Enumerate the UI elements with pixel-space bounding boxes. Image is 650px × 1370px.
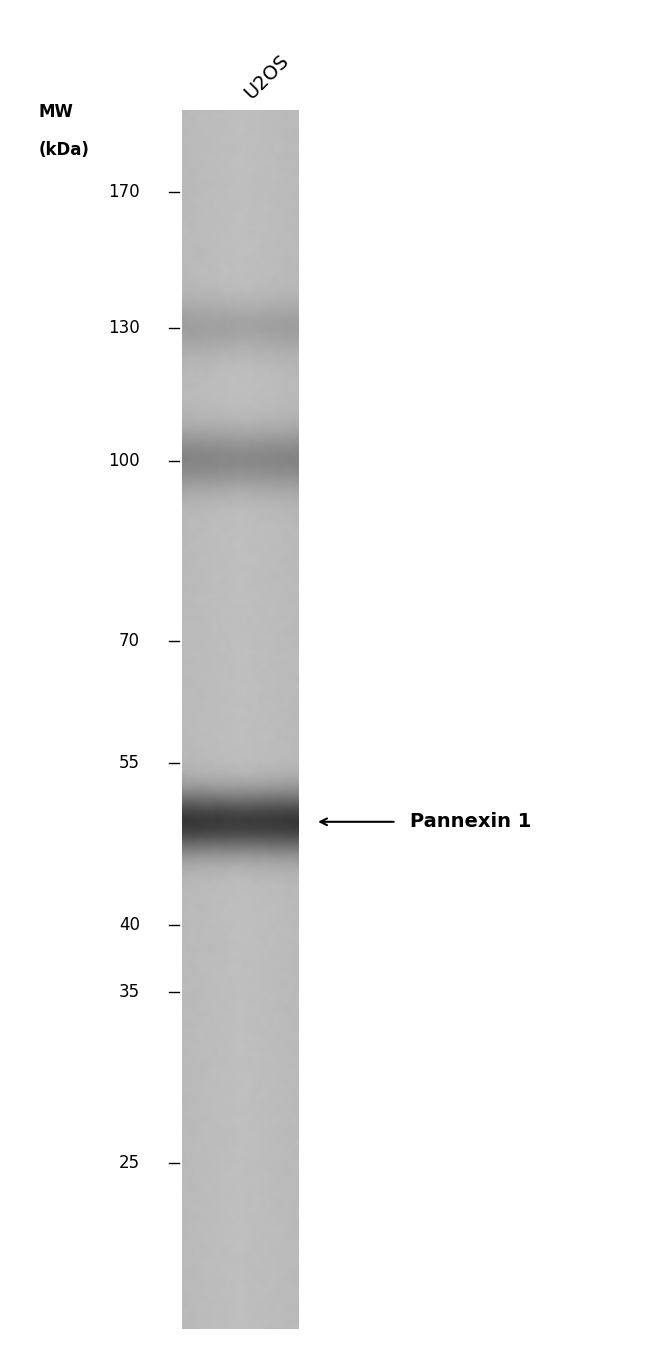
Text: U2OS: U2OS [240, 51, 292, 103]
Text: 130: 130 [108, 319, 140, 337]
Text: 170: 170 [108, 182, 140, 201]
Text: MW: MW [39, 103, 74, 121]
Text: (kDa): (kDa) [39, 141, 90, 159]
Text: 40: 40 [119, 915, 140, 933]
Text: Pannexin 1: Pannexin 1 [410, 812, 531, 832]
Text: 70: 70 [119, 632, 140, 651]
Text: 100: 100 [108, 452, 140, 470]
Text: 25: 25 [118, 1154, 140, 1171]
Text: 55: 55 [119, 755, 140, 773]
Text: 35: 35 [118, 984, 140, 1001]
